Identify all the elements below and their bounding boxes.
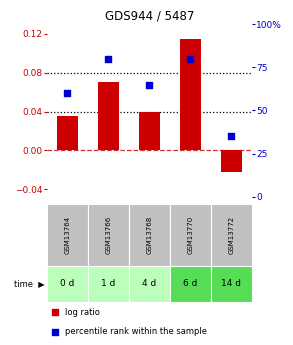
Text: 1 d: 1 d — [101, 279, 116, 288]
Point — [53, 309, 57, 315]
Text: GSM13768: GSM13768 — [146, 216, 152, 254]
Text: GSM13766: GSM13766 — [105, 216, 111, 254]
Text: 4 d: 4 d — [142, 279, 156, 288]
Bar — [180, 39, 201, 150]
Point — [65, 90, 70, 96]
Point — [53, 329, 57, 335]
Bar — [129, 204, 170, 266]
Title: GDS944 / 5487: GDS944 / 5487 — [105, 10, 194, 23]
Point — [147, 82, 152, 87]
Text: 6 d: 6 d — [183, 279, 198, 288]
Text: 14 d: 14 d — [222, 279, 241, 288]
Point — [229, 134, 234, 139]
Text: 0 d: 0 d — [60, 279, 75, 288]
Bar — [47, 204, 88, 266]
Bar — [88, 204, 129, 266]
Bar — [88, 266, 129, 302]
Text: percentile rank within the sample: percentile rank within the sample — [65, 327, 207, 336]
Text: log ratio: log ratio — [65, 307, 100, 317]
Bar — [211, 266, 252, 302]
Bar — [98, 82, 119, 150]
Bar — [57, 117, 78, 150]
Bar — [170, 266, 211, 302]
Point — [106, 56, 111, 61]
Bar — [47, 266, 88, 302]
Bar — [221, 150, 242, 172]
Bar — [129, 266, 170, 302]
Bar — [170, 204, 211, 266]
Text: GSM13772: GSM13772 — [229, 216, 234, 254]
Text: GSM13764: GSM13764 — [64, 216, 70, 254]
Text: time  ▶: time ▶ — [14, 279, 45, 288]
Bar — [139, 111, 160, 150]
Point — [188, 56, 193, 61]
Text: GSM13770: GSM13770 — [188, 216, 193, 254]
Bar — [211, 204, 252, 266]
